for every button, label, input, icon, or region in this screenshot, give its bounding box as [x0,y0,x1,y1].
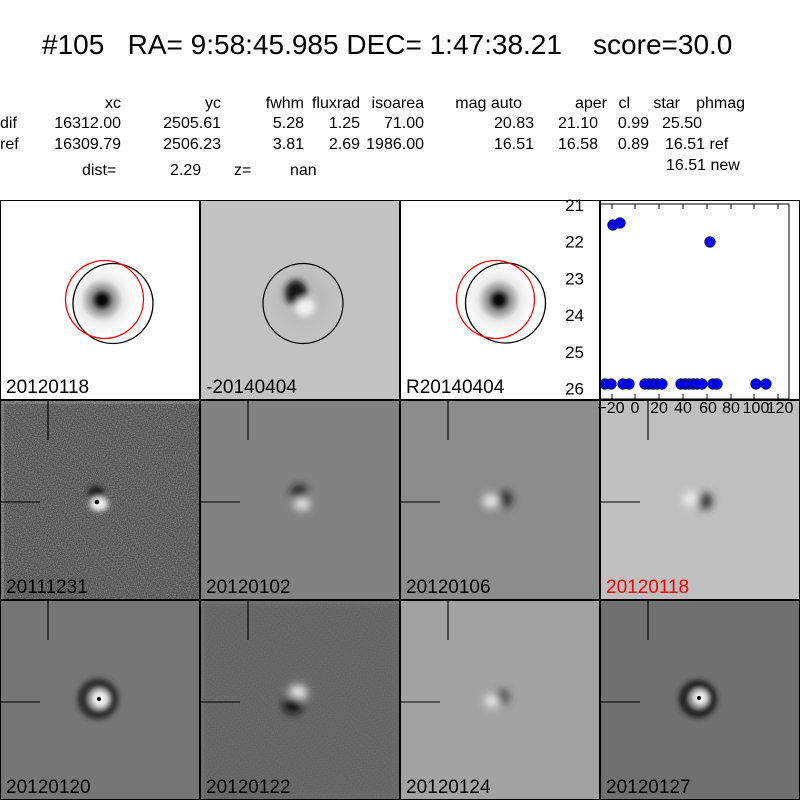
svg-text:22: 22 [565,233,584,252]
svg-text:100: 100 [743,400,770,417]
svg-text:0: 0 [631,400,640,417]
svg-text:24: 24 [565,306,584,325]
svg-text:23: 23 [565,269,584,288]
svg-text:20: 20 [650,400,668,417]
svg-text:−20: −20 [597,400,624,417]
svg-text:25: 25 [565,343,584,362]
svg-text:40: 40 [674,400,692,417]
svg-text:60: 60 [699,400,717,417]
svg-text:21: 21 [565,196,584,215]
svg-text:80: 80 [722,400,740,417]
svg-text:120: 120 [767,400,794,417]
svg-text:26: 26 [565,380,584,399]
